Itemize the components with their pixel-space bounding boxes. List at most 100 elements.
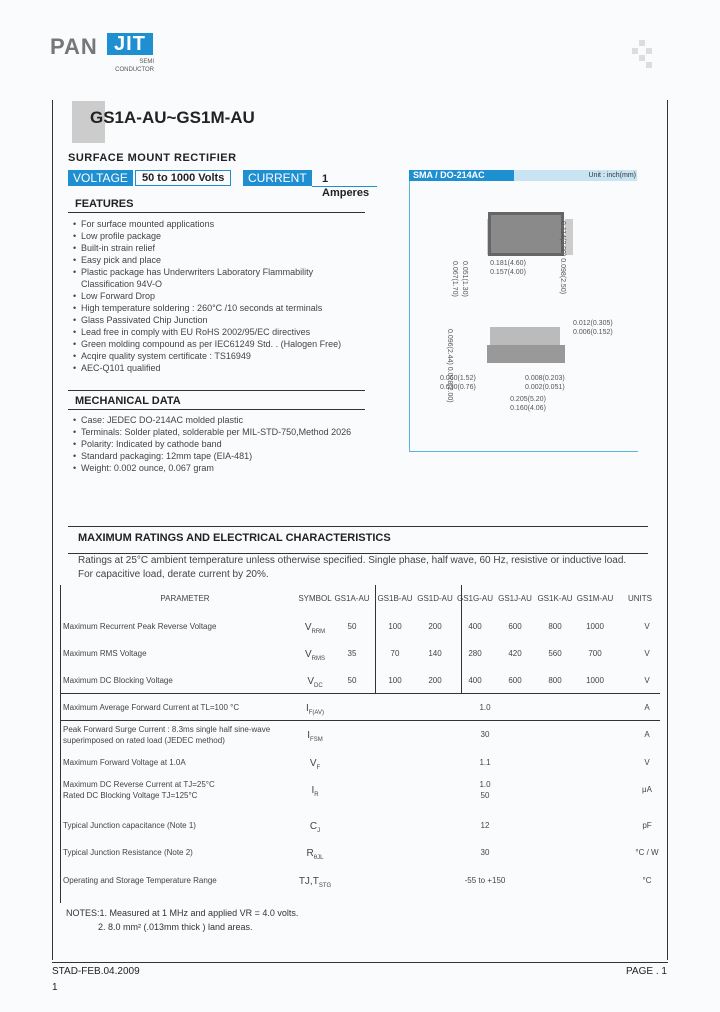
unit: °C <box>642 876 652 885</box>
unit: °C / W <box>635 848 659 857</box>
value: 50 <box>347 622 357 631</box>
features-list: • For surface mounted applications • Low pr… <box>73 218 341 374</box>
list-item-text: Plastic package has Underwriters Laborat… <box>81 267 314 277</box>
column-header: GS1B-AU <box>377 594 413 603</box>
package-drawing: 0.181(4.60) 0.157(4.00) 0.114(2.90) 0.098… <box>409 181 638 452</box>
page-title: GS1A-AU~GS1M-AU <box>90 108 255 127</box>
package-side-top <box>490 327 560 345</box>
list-item-text: Low Forward Drop <box>81 291 156 301</box>
package-name: SMA / DO-214AC <box>409 170 514 181</box>
symbol-main: C <box>309 821 318 832</box>
logo-sub1: SEMI <box>139 59 154 65</box>
dim: 0.078(2.00) <box>446 366 453 403</box>
dim: 0.096(2.44) <box>446 329 453 365</box>
parameter: Maximum RMS Voltage <box>63 649 147 658</box>
dim: 0.157(4.00) <box>490 269 526 276</box>
symbol: RθJL <box>295 848 335 861</box>
current-value: 1 Amperes <box>312 172 377 199</box>
list-item-text: Classification 94V-O <box>81 279 163 289</box>
features-title: FEATURES <box>75 198 134 210</box>
dim-lead-length: 0.060(1.52) 0.030(0.76) <box>440 374 476 392</box>
logo-subtext: SEMI CONDUCTOR <box>100 58 154 74</box>
unit: μA <box>642 785 652 794</box>
list-item-text: Weight: 0.002 ounce, 0.067 gram <box>81 463 214 473</box>
dim-side-height: 0.096(2.44) 0.078(2.00) <box>445 329 454 403</box>
divider <box>68 390 365 391</box>
value: 800 <box>548 622 562 631</box>
parameter: Peak Forward Surge Current : 8.3ms singl… <box>63 725 271 734</box>
bullet-icon: • <box>73 303 77 313</box>
footer-page: PAGE . 1 <box>626 966 667 977</box>
list-item: • Easy pick and place <box>73 254 341 266</box>
footer-divider <box>52 962 668 963</box>
value: 1000 <box>586 622 604 631</box>
value: 140 <box>428 649 442 658</box>
dim: 0.205(5.20) <box>510 396 546 403</box>
list-item: • Low Forward Drop <box>73 290 341 302</box>
bullet-icon: • <box>73 439 77 449</box>
title-accent <box>72 101 105 143</box>
value: 100 <box>388 676 402 685</box>
list-item: • AEC-Q101 qualified <box>73 362 341 374</box>
bullet-icon: • <box>73 243 77 253</box>
ratings-header-box <box>68 526 648 554</box>
subtitle: SURFACE MOUNT RECTIFIER <box>68 152 237 164</box>
value: 560 <box>548 649 562 658</box>
value: 12 <box>480 821 490 830</box>
bullet-icon: • <box>73 291 77 301</box>
parameter: Maximum Recurrent Peak Reverse Voltage <box>63 622 217 631</box>
symbol: IR <box>295 785 335 798</box>
corner-square-icon <box>646 62 652 68</box>
dim-lead: 0.051(1.30) <box>460 261 469 297</box>
symbol-sub: STG <box>318 883 332 889</box>
value: 50 <box>347 676 357 685</box>
voltage-value: 50 to 1000 Volts <box>135 170 232 186</box>
value: 1000 <box>586 676 604 685</box>
symbol-sub: FSM <box>310 737 323 743</box>
logo-pan: PAN <box>50 34 98 59</box>
symbol-main: V <box>307 676 314 687</box>
parameter: superimposed on rated load (JEDEC method… <box>63 736 225 745</box>
symbol: TJ,TSTG <box>295 876 335 889</box>
symbol-sub: F(AV) <box>308 710 324 716</box>
value: 400 <box>468 676 482 685</box>
dim: 0.006(0.152) <box>573 329 613 336</box>
unit: A <box>644 730 650 739</box>
list-item: • Lead free in comply with EU RoHS 2002/9… <box>73 326 341 338</box>
column-header: GS1M-AU <box>576 594 614 603</box>
parameter: Maximum DC Reverse Current at TJ=25°C <box>63 780 215 789</box>
unit: A <box>644 703 650 712</box>
value: 100 <box>388 622 402 631</box>
symbol: VRRM <box>295 622 335 635</box>
symbol-main: V <box>304 622 312 633</box>
unit: V <box>644 649 650 658</box>
symbol-main: V <box>309 758 317 769</box>
value: 200 <box>428 622 442 631</box>
current-label: CURRENT <box>243 170 312 186</box>
bullet-icon: • <box>73 463 77 473</box>
column-header: UNITS <box>628 594 652 603</box>
parameter: Rated DC Blocking Voltage TJ=125°C <box>63 791 198 800</box>
symbol-main: TJ,T <box>298 876 319 887</box>
left-border <box>52 100 53 960</box>
logo-sub2: CONDUCTOR <box>115 67 154 73</box>
package-side-body <box>487 345 565 363</box>
list-item-text: Green molding compound as per IEC61249 S… <box>81 339 342 349</box>
value: 30 <box>480 730 490 739</box>
symbol-sub: J <box>317 828 321 834</box>
dim-lead: 0.067(1.70) <box>450 261 459 297</box>
corner-square-icon <box>632 48 638 54</box>
dim: 0.012(0.305) <box>573 320 613 327</box>
mechanical-title: MECHANICAL DATA <box>75 395 181 407</box>
column-header: SYMBOL <box>298 594 332 603</box>
value: 30 <box>480 848 490 857</box>
symbol: VF <box>295 758 335 771</box>
list-item-text: Terminals: Solder plated, solderable per… <box>81 427 352 437</box>
symbol-main: R <box>306 848 314 859</box>
value: 1.0 <box>479 703 491 712</box>
list-item: • Case: JEDEC DO-214AC molded plastic <box>73 414 351 426</box>
bullet-icon: • <box>73 327 77 337</box>
symbol: IFSM <box>295 730 335 743</box>
value: 50 <box>480 791 490 800</box>
unit: V <box>644 676 650 685</box>
